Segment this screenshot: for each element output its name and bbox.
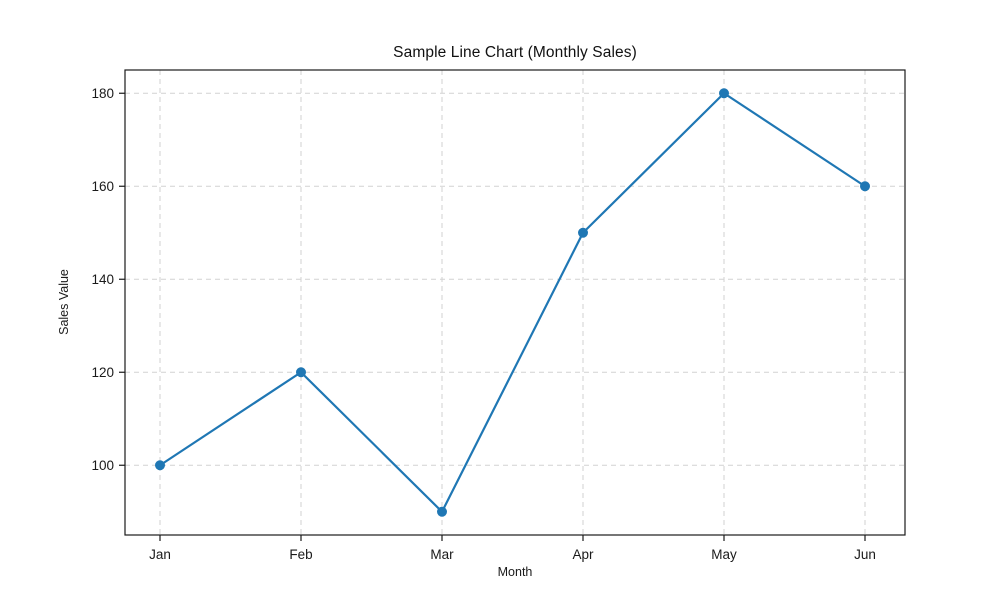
data-point-marker bbox=[437, 506, 447, 517]
data-point-marker bbox=[719, 88, 729, 99]
chart-title: Sample Line Chart (Monthly Sales) bbox=[393, 44, 637, 61]
y-tick-label: 160 bbox=[91, 179, 114, 194]
x-tick-label: May bbox=[711, 547, 737, 562]
data-point-marker bbox=[578, 227, 588, 238]
x-tick-label: Feb bbox=[289, 547, 312, 562]
x-tick-label: Jan bbox=[149, 547, 171, 562]
x-axis-title: Month bbox=[497, 565, 533, 579]
x-tick-label: Jun bbox=[854, 547, 876, 562]
sales-line bbox=[158, 92, 867, 513]
y-tick-label: 140 bbox=[91, 272, 114, 287]
x-tick-label: Mar bbox=[430, 547, 454, 562]
data-point-marker bbox=[860, 181, 870, 192]
y-tick-label: 100 bbox=[91, 458, 114, 473]
x-tick-label: Apr bbox=[572, 547, 594, 562]
y-tick-label: 180 bbox=[91, 86, 114, 101]
data-point-marker bbox=[296, 367, 306, 378]
data-point-marker bbox=[155, 460, 165, 471]
plot-border bbox=[124, 69, 906, 536]
y-tick-label: 120 bbox=[91, 365, 114, 380]
